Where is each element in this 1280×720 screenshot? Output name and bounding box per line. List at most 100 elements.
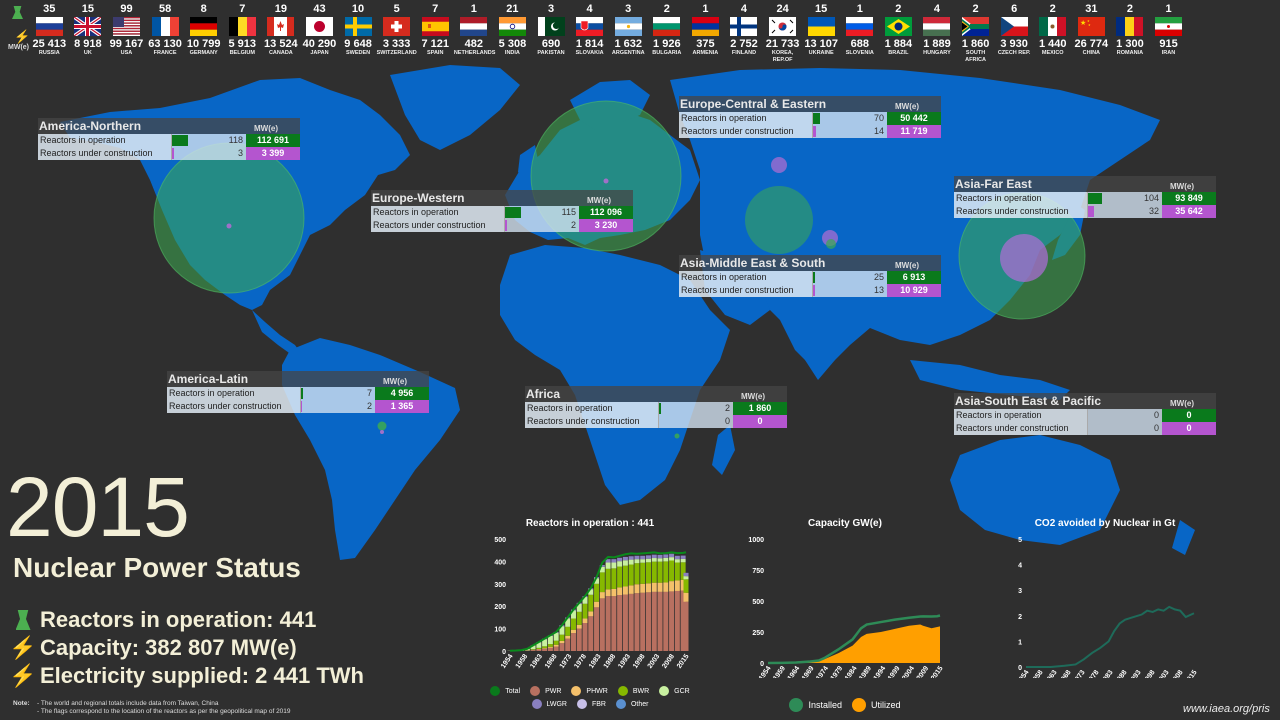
country-name: MEXICO: [1041, 50, 1064, 56]
flag-belgium-icon: [228, 17, 256, 36]
note-line-1: - The world and regional totals include …: [37, 700, 219, 707]
region-title: Europe-Central & Eastern: [680, 97, 827, 111]
reactor-count: 4: [586, 3, 593, 15]
row-operation: Reactors in operation 118 112 691: [38, 134, 300, 147]
country-name: USA: [120, 50, 133, 56]
capacity-mwe: 26 774: [1074, 38, 1109, 50]
flag-ukraine-icon: [807, 17, 835, 36]
region-title: Europe-Western: [372, 191, 465, 205]
capacity-mwe: 99 167: [109, 38, 144, 50]
construction-mwe: 1 365: [375, 400, 429, 413]
country-pakistan: 3 690 PAKISTAN: [532, 3, 571, 63]
country-name: SWITZERLAND: [376, 50, 417, 56]
country-name: SLOVAKIA: [575, 50, 604, 56]
capacity-mwe: 25 413: [32, 38, 67, 50]
svg-text:1963: 1963: [1044, 669, 1059, 678]
svg-text:1993: 1993: [1128, 669, 1143, 678]
construction-bar: [813, 126, 816, 137]
construction-bar: [301, 401, 302, 412]
svg-text:★: ★: [1080, 19, 1086, 27]
summary-stats: Reactors in operation: 441 ⚡ Capacity: 3…: [9, 606, 364, 690]
country-name: CZECH REP.: [997, 50, 1031, 56]
country-czech: 6 3 930 CZECH REP.: [995, 3, 1034, 63]
svg-text:1978: 1978: [573, 653, 588, 670]
operation-mwe: 50 442: [887, 112, 941, 125]
reactor-count: 1: [702, 3, 709, 15]
flag-mexico-icon: [1039, 17, 1067, 36]
construction-count: 0: [1153, 423, 1159, 433]
region-title: America-Northern: [39, 119, 142, 133]
operation-count: 25: [873, 272, 884, 282]
construction-bar: [813, 285, 815, 296]
country-germany: 8 10 799 GERMANY: [184, 3, 223, 63]
country-sweden: 10 9 648 SWEDEN: [339, 3, 378, 63]
flag-bulgaria-icon: [653, 17, 681, 36]
flag-india-icon: [498, 17, 526, 36]
legend-label: Other: [630, 700, 649, 708]
flag-netherlands-icon: [460, 17, 488, 36]
region-panel-america-latin: America-Latin MW(e) Reactors in operation…: [167, 371, 429, 413]
capacity-mwe: 63 130: [148, 38, 182, 50]
source-url[interactable]: www.iaea.org/pris: [1183, 703, 1270, 715]
legend-swatch-icon: [615, 699, 626, 709]
legend-item: Utilized: [852, 698, 901, 712]
construction-label: Reactors under construction: [371, 219, 505, 232]
legend-label: Total: [505, 687, 521, 695]
country-name: RUSSIA: [38, 50, 60, 56]
legend-swatch-icon: [530, 686, 541, 696]
svg-text:2008: 2008: [1170, 669, 1185, 678]
svg-text:0: 0: [760, 661, 764, 668]
capacity-mwe: 13 524: [264, 38, 298, 50]
reactor-count: 5: [393, 3, 400, 15]
row-operation: Reactors in operation 25 6 913: [679, 271, 941, 284]
operation-count: 0: [1153, 410, 1159, 420]
operation-label: Reactors in operation: [679, 112, 813, 125]
legend-swatch-icon: [852, 698, 866, 712]
svg-text:1988: 1988: [1114, 669, 1129, 678]
note-line-2: - The flags correspond to the location o…: [37, 708, 291, 715]
reactor-count: 43: [313, 3, 326, 15]
construction-count: 14: [873, 126, 884, 136]
country-name: JAPAN: [310, 50, 329, 56]
reactor-count: 2: [1126, 3, 1133, 15]
capacity-mwe: 10 799: [186, 38, 221, 50]
capacity-mwe: 915: [1159, 38, 1178, 50]
country-india: 21 5 308 INDIA: [493, 3, 532, 63]
flag-france-icon: [151, 17, 179, 36]
flag-iran-icon: [1155, 17, 1183, 36]
cooling-tower-icon: [15, 610, 31, 630]
reactor-count: 3: [547, 3, 555, 15]
reactor-count: 2: [972, 3, 979, 15]
country-armenia: 1 375 ARMENIA: [686, 3, 725, 63]
svg-text:2015: 2015: [930, 665, 945, 678]
flag-armenia-icon: [691, 17, 719, 36]
country-name: FINLAND: [731, 50, 757, 56]
svg-text:400: 400: [494, 559, 506, 566]
svg-text:2003: 2003: [647, 653, 662, 670]
svg-text:0: 0: [1018, 665, 1022, 672]
construction-label: Reactors under construction: [954, 422, 1088, 435]
capacity-mwe: 3 333: [382, 38, 411, 50]
legend-swatch-icon: [789, 698, 804, 712]
flag-slovakia-icon: [576, 17, 604, 36]
capacity-mwe: 8 918: [74, 38, 102, 50]
capacity-mwe: 482: [464, 38, 483, 50]
unit-label: MW(e): [1170, 399, 1194, 408]
svg-text:1964: 1964: [787, 665, 802, 678]
reactor-count: 10: [351, 3, 365, 15]
operation-bar: [813, 272, 815, 283]
reactor-count: 1: [470, 3, 477, 15]
top-legend: ⚡ MW(e): [8, 4, 32, 56]
flag-sweden-icon: [344, 17, 372, 36]
row-construction: Reactors under construction 3 3 399: [38, 147, 300, 160]
svg-text:1998: 1998: [632, 653, 647, 670]
country-romania: 2 1 300 ROMANIA: [1111, 3, 1150, 63]
svg-text:2009: 2009: [916, 665, 931, 678]
operation-label: Reactors in operation: [38, 134, 172, 147]
row-construction: Reactors under construction 32 35 642: [954, 205, 1216, 218]
svg-text:500: 500: [494, 537, 506, 544]
country-name: CANADA: [268, 50, 293, 56]
svg-text:1979: 1979: [830, 665, 845, 678]
unit-label: MW(e): [741, 392, 765, 401]
construction-bar: [505, 220, 507, 231]
